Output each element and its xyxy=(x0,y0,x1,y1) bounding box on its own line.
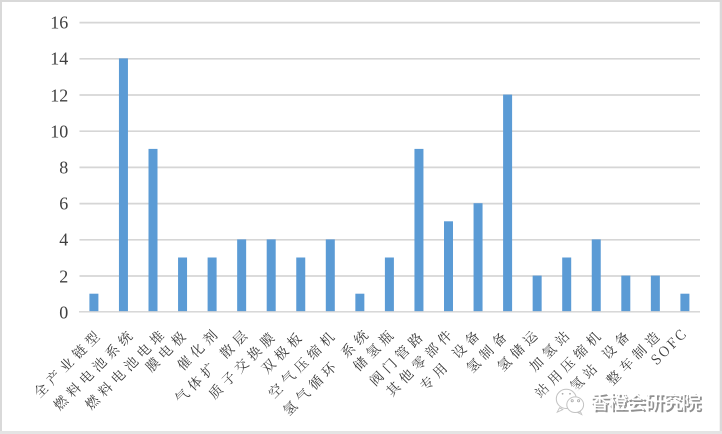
svg-text:4: 4 xyxy=(59,230,68,250)
svg-text:8: 8 xyxy=(59,158,68,178)
svg-text:12: 12 xyxy=(50,86,68,106)
svg-text:2: 2 xyxy=(59,267,68,287)
svg-text:0: 0 xyxy=(59,303,68,323)
svg-text:10: 10 xyxy=(50,122,68,142)
svg-text:14: 14 xyxy=(50,49,68,69)
svg-text:6: 6 xyxy=(59,194,68,214)
svg-text:16: 16 xyxy=(50,13,68,33)
